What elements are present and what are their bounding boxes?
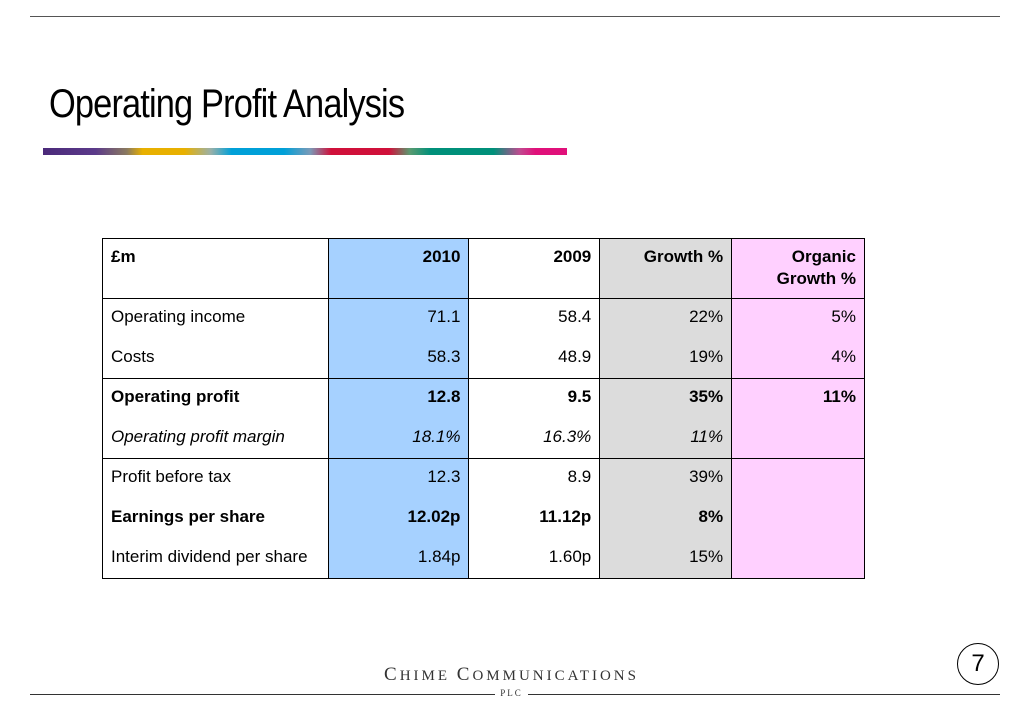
header-2009: 2009 [468,238,601,299]
cell-growth: 35% [599,378,733,419]
cell-2010: 12.02p [328,498,470,539]
cell-2010: 18.1% [328,418,470,459]
footer-rule-left [30,694,495,695]
cell-2009: 9.5 [468,378,601,419]
cell-organic: 4% [731,338,865,379]
table-row: Earnings per share 12.02p 11.12p 8% [102,498,865,539]
table-header-row: £m 2010 2009 Growth % Organic Growth % [102,238,865,299]
row-label: Operating profit margin [102,418,329,459]
cell-2010: 1.84p [328,538,470,579]
cell-2010: 12.8 [328,378,470,419]
cell-organic [731,418,865,459]
cell-growth: 15% [599,538,733,579]
header-organic-growth: Organic Growth % [731,238,865,299]
company-logo: CHIME COMMUNICATIONS [384,664,639,685]
cell-2009: 48.9 [468,338,601,379]
cell-growth: 19% [599,338,733,379]
table-row: Operating profit 12.8 9.5 35% 11% [102,378,865,419]
cell-organic [731,538,865,579]
top-rule [30,16,1000,17]
cell-2009: 16.3% [468,418,601,459]
cell-2009: 11.12p [468,498,601,539]
table-row: Operating income 71.1 58.4 22% 5% [102,298,865,339]
row-label: Operating profit [102,378,329,419]
slide-title: Operating Profit Analysis [49,82,405,126]
cell-2010: 12.3 [328,458,470,499]
header-2010: 2010 [328,238,470,299]
cell-growth: 11% [599,418,733,459]
row-label: Operating income [102,298,329,339]
row-label: Costs [102,338,329,379]
row-label: Profit before tax [102,458,329,499]
table-row: Profit before tax 12.3 8.9 39% [102,458,865,499]
header-growth: Growth % [599,238,733,299]
cell-2009: 8.9 [468,458,601,499]
footer-rule-right [528,694,1000,695]
header-currency: £m [102,238,329,299]
table-row: Interim dividend per share 1.84p 1.60p 1… [102,538,865,579]
row-label: Earnings per share [102,498,329,539]
cell-organic [731,498,865,539]
table-row: Operating profit margin 18.1% 16.3% 11% [102,418,865,459]
table-row: Costs 58.3 48.9 19% 4% [102,338,865,379]
brand-color-bar [43,148,567,155]
cell-2009: 58.4 [468,298,601,339]
company-plc: PLC [500,688,523,698]
cell-growth: 8% [599,498,733,539]
cell-2010: 71.1 [328,298,470,339]
cell-organic [731,458,865,499]
row-label: Interim dividend per share [102,538,329,579]
cell-2010: 58.3 [328,338,470,379]
cell-growth: 39% [599,458,733,499]
cell-growth: 22% [599,298,733,339]
cell-2009: 1.60p [468,538,601,579]
cell-organic: 5% [731,298,865,339]
cell-organic: 11% [731,378,865,419]
page-number: 7 [957,643,999,685]
operating-profit-table: £m 2010 2009 Growth % Organic Growth % O… [102,238,865,579]
